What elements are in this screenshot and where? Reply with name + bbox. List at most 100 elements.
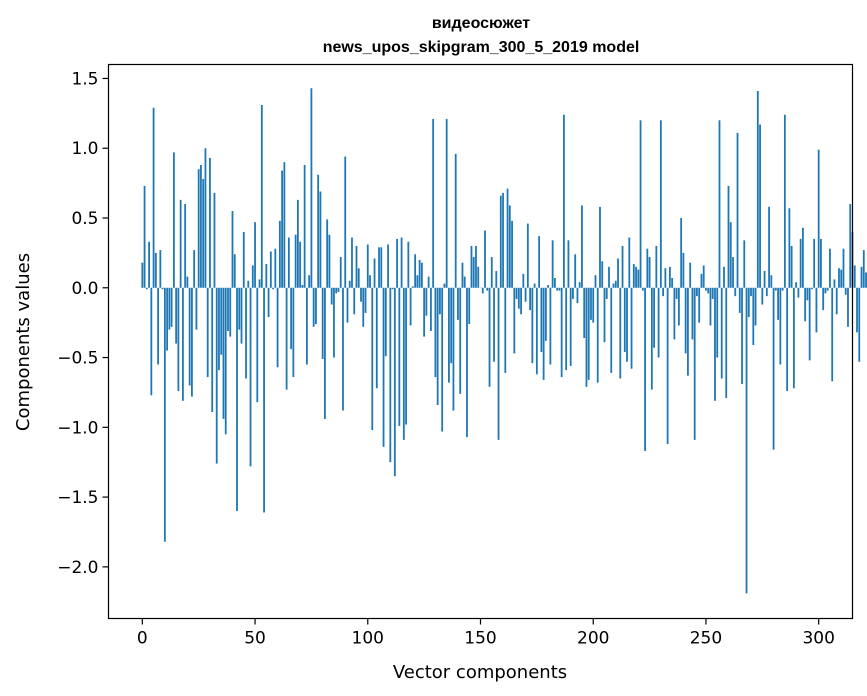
bar — [227, 287, 229, 332]
bar — [389, 287, 392, 463]
bar — [639, 120, 642, 288]
bar — [673, 287, 676, 340]
bar — [256, 287, 259, 403]
bar — [632, 264, 635, 288]
bar — [193, 250, 196, 288]
bar — [346, 287, 349, 323]
bar — [249, 287, 252, 467]
bar — [416, 275, 419, 288]
bar — [723, 266, 725, 288]
bar — [188, 287, 191, 386]
bar — [319, 191, 322, 288]
bar — [599, 206, 601, 288]
bar — [145, 287, 148, 290]
bar — [799, 238, 802, 288]
bar — [666, 287, 669, 445]
bar — [407, 241, 410, 288]
bars — [141, 88, 867, 594]
bar — [236, 287, 238, 512]
bar — [849, 204, 852, 288]
bar — [240, 287, 243, 344]
bar — [678, 287, 680, 326]
bar — [502, 192, 504, 288]
bar — [605, 287, 608, 299]
bar — [414, 254, 417, 288]
bar — [337, 287, 340, 292]
bar — [587, 287, 590, 380]
bar — [768, 206, 770, 288]
bar — [578, 282, 581, 288]
bar — [445, 118, 448, 288]
bar — [452, 287, 455, 411]
bar — [817, 149, 820, 288]
bar — [659, 120, 662, 288]
bar — [283, 162, 286, 288]
bar — [364, 287, 367, 313]
bar — [698, 287, 701, 323]
bar — [617, 258, 619, 288]
bar — [641, 287, 644, 291]
bar — [454, 153, 457, 288]
bar — [682, 252, 685, 288]
bar — [680, 218, 683, 288]
bar — [339, 257, 342, 288]
bar — [490, 257, 493, 288]
bar — [533, 283, 536, 288]
bar — [668, 266, 671, 288]
bar — [831, 287, 834, 382]
bar — [195, 287, 198, 330]
bar — [321, 287, 324, 359]
bar — [182, 287, 184, 401]
bar — [434, 287, 437, 378]
bar — [741, 287, 743, 385]
bar — [756, 91, 759, 288]
bar — [373, 258, 376, 288]
bar — [312, 287, 315, 327]
bar — [224, 287, 227, 435]
bar — [184, 204, 187, 288]
bar — [175, 287, 178, 344]
bar — [804, 287, 807, 322]
bar — [671, 278, 674, 288]
bar — [357, 268, 360, 288]
bar — [572, 287, 574, 299]
bar — [204, 148, 207, 288]
bar — [687, 287, 689, 376]
bar — [551, 240, 554, 288]
bar — [853, 265, 856, 288]
bar — [612, 283, 615, 288]
y-tick-label: 1.5 — [71, 69, 98, 89]
bar — [777, 287, 779, 320]
bar — [772, 287, 775, 450]
bar — [714, 287, 716, 401]
bar — [443, 283, 446, 288]
bar — [411, 286, 414, 288]
bar — [420, 262, 423, 288]
bar — [705, 287, 707, 291]
bar — [662, 287, 665, 297]
bar — [529, 287, 531, 311]
bar — [813, 238, 816, 288]
bar — [574, 254, 577, 288]
bar — [269, 251, 272, 288]
bar — [441, 287, 444, 432]
bar — [535, 287, 538, 375]
bar — [592, 287, 595, 323]
x-axis-ticks: 0 50 100 150 200 250 300 — [137, 618, 835, 649]
bar — [150, 287, 153, 396]
bar — [251, 265, 254, 288]
bar — [405, 287, 407, 425]
bar — [653, 287, 655, 348]
bar — [274, 248, 277, 288]
bar — [590, 287, 592, 320]
bar — [348, 280, 351, 288]
bar — [619, 287, 622, 379]
bar — [400, 237, 403, 288]
bar — [231, 211, 234, 288]
bar — [495, 271, 498, 288]
bar — [384, 287, 387, 357]
bar — [820, 238, 822, 288]
bar — [614, 280, 617, 288]
bar — [565, 287, 568, 371]
